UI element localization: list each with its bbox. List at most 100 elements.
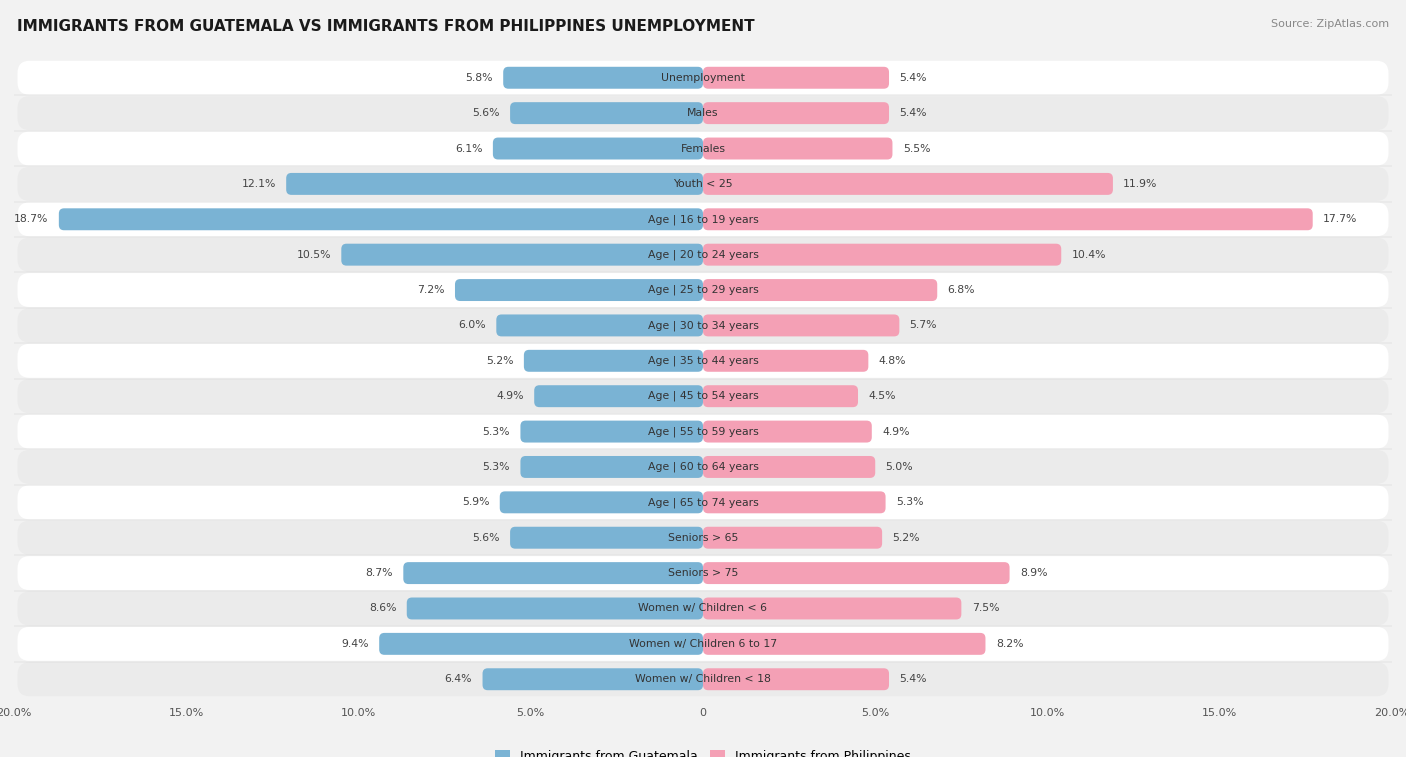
Text: Age | 20 to 24 years: Age | 20 to 24 years [648,249,758,260]
Text: 12.1%: 12.1% [242,179,276,189]
Text: Seniors > 75: Seniors > 75 [668,568,738,578]
Text: 8.6%: 8.6% [368,603,396,613]
Text: Age | 65 to 74 years: Age | 65 to 74 years [648,497,758,508]
Text: 5.4%: 5.4% [900,73,927,83]
Text: 4.9%: 4.9% [882,427,910,437]
Text: Age | 35 to 44 years: Age | 35 to 44 years [648,356,758,366]
FancyBboxPatch shape [406,597,703,619]
Text: 5.0%: 5.0% [886,462,912,472]
Text: 5.2%: 5.2% [486,356,513,366]
Text: 17.7%: 17.7% [1323,214,1357,224]
FancyBboxPatch shape [503,67,703,89]
FancyBboxPatch shape [703,173,1114,195]
Text: 5.8%: 5.8% [465,73,494,83]
Text: Age | 25 to 29 years: Age | 25 to 29 years [648,285,758,295]
FancyBboxPatch shape [510,527,703,549]
Text: 6.1%: 6.1% [456,144,482,154]
Text: Age | 16 to 19 years: Age | 16 to 19 years [648,214,758,225]
FancyBboxPatch shape [524,350,703,372]
FancyBboxPatch shape [17,238,1389,272]
FancyBboxPatch shape [703,668,889,690]
Text: 5.2%: 5.2% [893,533,920,543]
FancyBboxPatch shape [17,627,1389,661]
FancyBboxPatch shape [17,591,1389,625]
Text: 6.4%: 6.4% [444,674,472,684]
Text: 7.5%: 7.5% [972,603,1000,613]
Text: 9.4%: 9.4% [342,639,368,649]
FancyBboxPatch shape [17,485,1389,519]
Text: Source: ZipAtlas.com: Source: ZipAtlas.com [1271,19,1389,29]
FancyBboxPatch shape [703,279,938,301]
Text: 5.9%: 5.9% [463,497,489,507]
Text: Seniors > 65: Seniors > 65 [668,533,738,543]
Legend: Immigrants from Guatemala, Immigrants from Philippines: Immigrants from Guatemala, Immigrants fr… [495,750,911,757]
FancyBboxPatch shape [703,456,875,478]
FancyBboxPatch shape [703,102,889,124]
Text: 5.7%: 5.7% [910,320,938,330]
Text: Age | 55 to 59 years: Age | 55 to 59 years [648,426,758,437]
Text: 5.6%: 5.6% [472,533,499,543]
Text: Males: Males [688,108,718,118]
Text: 18.7%: 18.7% [14,214,48,224]
FancyBboxPatch shape [17,308,1389,342]
FancyBboxPatch shape [482,668,703,690]
Text: 7.2%: 7.2% [418,285,444,295]
FancyBboxPatch shape [496,314,703,336]
Text: Women w/ Children < 6: Women w/ Children < 6 [638,603,768,613]
Text: Females: Females [681,144,725,154]
Text: 10.4%: 10.4% [1071,250,1107,260]
Text: 8.2%: 8.2% [995,639,1024,649]
FancyBboxPatch shape [703,633,986,655]
FancyBboxPatch shape [342,244,703,266]
Text: IMMIGRANTS FROM GUATEMALA VS IMMIGRANTS FROM PHILIPPINES UNEMPLOYMENT: IMMIGRANTS FROM GUATEMALA VS IMMIGRANTS … [17,19,755,34]
FancyBboxPatch shape [17,273,1389,307]
FancyBboxPatch shape [499,491,703,513]
Text: Age | 60 to 64 years: Age | 60 to 64 years [648,462,758,472]
Text: 4.8%: 4.8% [879,356,907,366]
FancyBboxPatch shape [703,527,882,549]
Text: 5.5%: 5.5% [903,144,931,154]
Text: 11.9%: 11.9% [1123,179,1157,189]
FancyBboxPatch shape [534,385,703,407]
Text: Age | 30 to 34 years: Age | 30 to 34 years [648,320,758,331]
FancyBboxPatch shape [287,173,703,195]
FancyBboxPatch shape [703,562,1010,584]
Text: 5.3%: 5.3% [482,427,510,437]
FancyBboxPatch shape [17,96,1389,130]
Text: Women w/ Children 6 to 17: Women w/ Children 6 to 17 [628,639,778,649]
Text: 8.9%: 8.9% [1019,568,1047,578]
FancyBboxPatch shape [380,633,703,655]
Text: Youth < 25: Youth < 25 [673,179,733,189]
FancyBboxPatch shape [494,138,703,160]
FancyBboxPatch shape [520,456,703,478]
FancyBboxPatch shape [17,450,1389,484]
FancyBboxPatch shape [17,344,1389,378]
Text: 5.4%: 5.4% [900,674,927,684]
Text: 5.3%: 5.3% [896,497,924,507]
Text: Women w/ Children < 18: Women w/ Children < 18 [636,674,770,684]
Text: 4.9%: 4.9% [496,391,524,401]
FancyBboxPatch shape [456,279,703,301]
FancyBboxPatch shape [703,421,872,443]
FancyBboxPatch shape [703,350,869,372]
Text: 6.0%: 6.0% [458,320,486,330]
FancyBboxPatch shape [703,244,1062,266]
FancyBboxPatch shape [510,102,703,124]
FancyBboxPatch shape [17,167,1389,201]
FancyBboxPatch shape [703,385,858,407]
FancyBboxPatch shape [59,208,703,230]
FancyBboxPatch shape [17,61,1389,95]
FancyBboxPatch shape [703,138,893,160]
FancyBboxPatch shape [17,379,1389,413]
FancyBboxPatch shape [404,562,703,584]
FancyBboxPatch shape [703,208,1313,230]
FancyBboxPatch shape [17,132,1389,166]
FancyBboxPatch shape [17,556,1389,590]
Text: 8.7%: 8.7% [366,568,392,578]
FancyBboxPatch shape [703,597,962,619]
FancyBboxPatch shape [17,662,1389,696]
FancyBboxPatch shape [520,421,703,443]
FancyBboxPatch shape [703,491,886,513]
Text: 6.8%: 6.8% [948,285,976,295]
Text: Unemployment: Unemployment [661,73,745,83]
